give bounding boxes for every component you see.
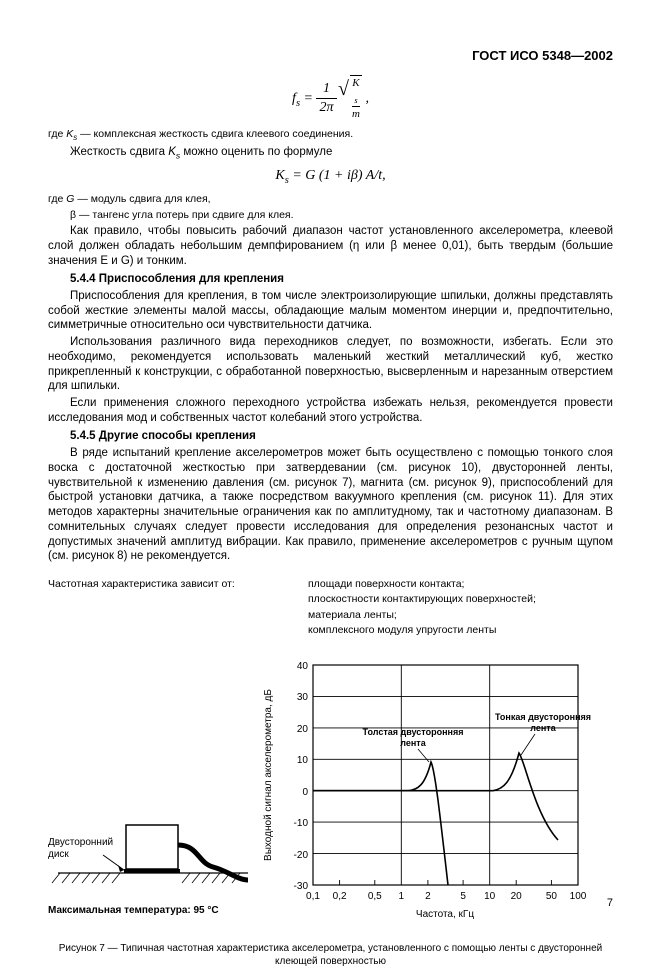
para-544-2: Использования различного вида переходник… — [48, 335, 613, 394]
section-545-title: 5.4.5 Другие способы крепления — [48, 429, 613, 444]
svg-text:Тонкая двусторонняя: Тонкая двусторонняя — [495, 712, 591, 722]
svg-text:40: 40 — [297, 661, 309, 672]
depends-item-1: площади поверхности контакта; — [308, 578, 613, 591]
svg-text:5: 5 — [460, 891, 466, 902]
section-544-title: 5.4.4 Приспособления для крепления — [48, 272, 613, 287]
svg-text:10: 10 — [297, 755, 309, 766]
svg-text:30: 30 — [297, 692, 309, 703]
svg-text:1: 1 — [399, 891, 405, 902]
svg-text:20: 20 — [511, 891, 523, 902]
note-ks: где Ks — комплексная жесткость сдвига кл… — [48, 128, 613, 143]
svg-text:-20: -20 — [294, 850, 309, 861]
para-545-1: В ряде испытаний крепление акселерометро… — [48, 446, 613, 564]
formula-ks: Ks = G (1 + iβ) A/t, — [48, 167, 613, 187]
para-544-3: Если применения сложного переходного уст… — [48, 396, 613, 425]
svg-text:50: 50 — [546, 891, 558, 902]
svg-text:0,1: 0,1 — [306, 891, 320, 902]
svg-text:лента: лента — [530, 723, 556, 733]
figure-right-chart: 40 30 20 10 0 -10 -20 -30 — [258, 650, 598, 930]
depends-item-3: материала ленты; — [308, 609, 613, 622]
svg-text:Двусторонний: Двусторонний — [48, 837, 113, 848]
svg-text:Толстая двусторонняя: Толстая двусторонняя — [363, 727, 464, 737]
svg-text:диск: диск — [48, 849, 69, 860]
svg-text:0,2: 0,2 — [333, 891, 347, 902]
svg-text:100: 100 — [570, 891, 587, 902]
depends-item-2: плоскостности контактирующих поверхносте… — [308, 593, 613, 606]
svg-text:Выходной сигнал акселерометра,: Выходной сигнал акселерометра, дБ — [263, 688, 274, 860]
page-number: 7 — [607, 896, 613, 910]
figure-7-caption: Рисунок 7 — Типичная частотная характери… — [48, 942, 613, 968]
svg-text:20: 20 — [297, 724, 309, 735]
svg-text:10: 10 — [484, 891, 496, 902]
svg-text:0: 0 — [302, 787, 308, 798]
depends-on-list: Частотная характеристика зависит от: пло… — [48, 578, 613, 640]
svg-text:2: 2 — [425, 891, 431, 902]
depends-item-4: комплексного модуля упругости ленты — [308, 624, 613, 637]
figure-left-diagram: Двусторонний диск Максимальная температу… — [48, 795, 258, 930]
note-beta: β — тангенс угла потерь при сдвиге для к… — [70, 209, 613, 222]
page-header: ГОСТ ИСО 5348—2002 — [48, 48, 613, 65]
note-g: где G — модуль сдвига для клея, — [48, 193, 613, 206]
svg-text:Частота, кГц: Частота, кГц — [416, 909, 474, 920]
svg-text:-10: -10 — [294, 818, 309, 829]
svg-text:лента: лента — [400, 738, 426, 748]
line-ks-estimate: Жесткость сдвига Ks можно оценить по фор… — [48, 145, 613, 161]
svg-text:Максимальная температура: 95 °: Максимальная температура: 95 °С — [48, 905, 219, 916]
para-damping: Как правило, чтобы повысить рабочий диап… — [48, 224, 613, 268]
para-544-1: Приспособления для крепления, в том числ… — [48, 289, 613, 333]
formula-fs: fs = 12π Ksm , — [48, 75, 613, 122]
svg-text:0,5: 0,5 — [368, 891, 382, 902]
depends-on-label: Частотная характеристика зависит от: — [48, 578, 308, 640]
